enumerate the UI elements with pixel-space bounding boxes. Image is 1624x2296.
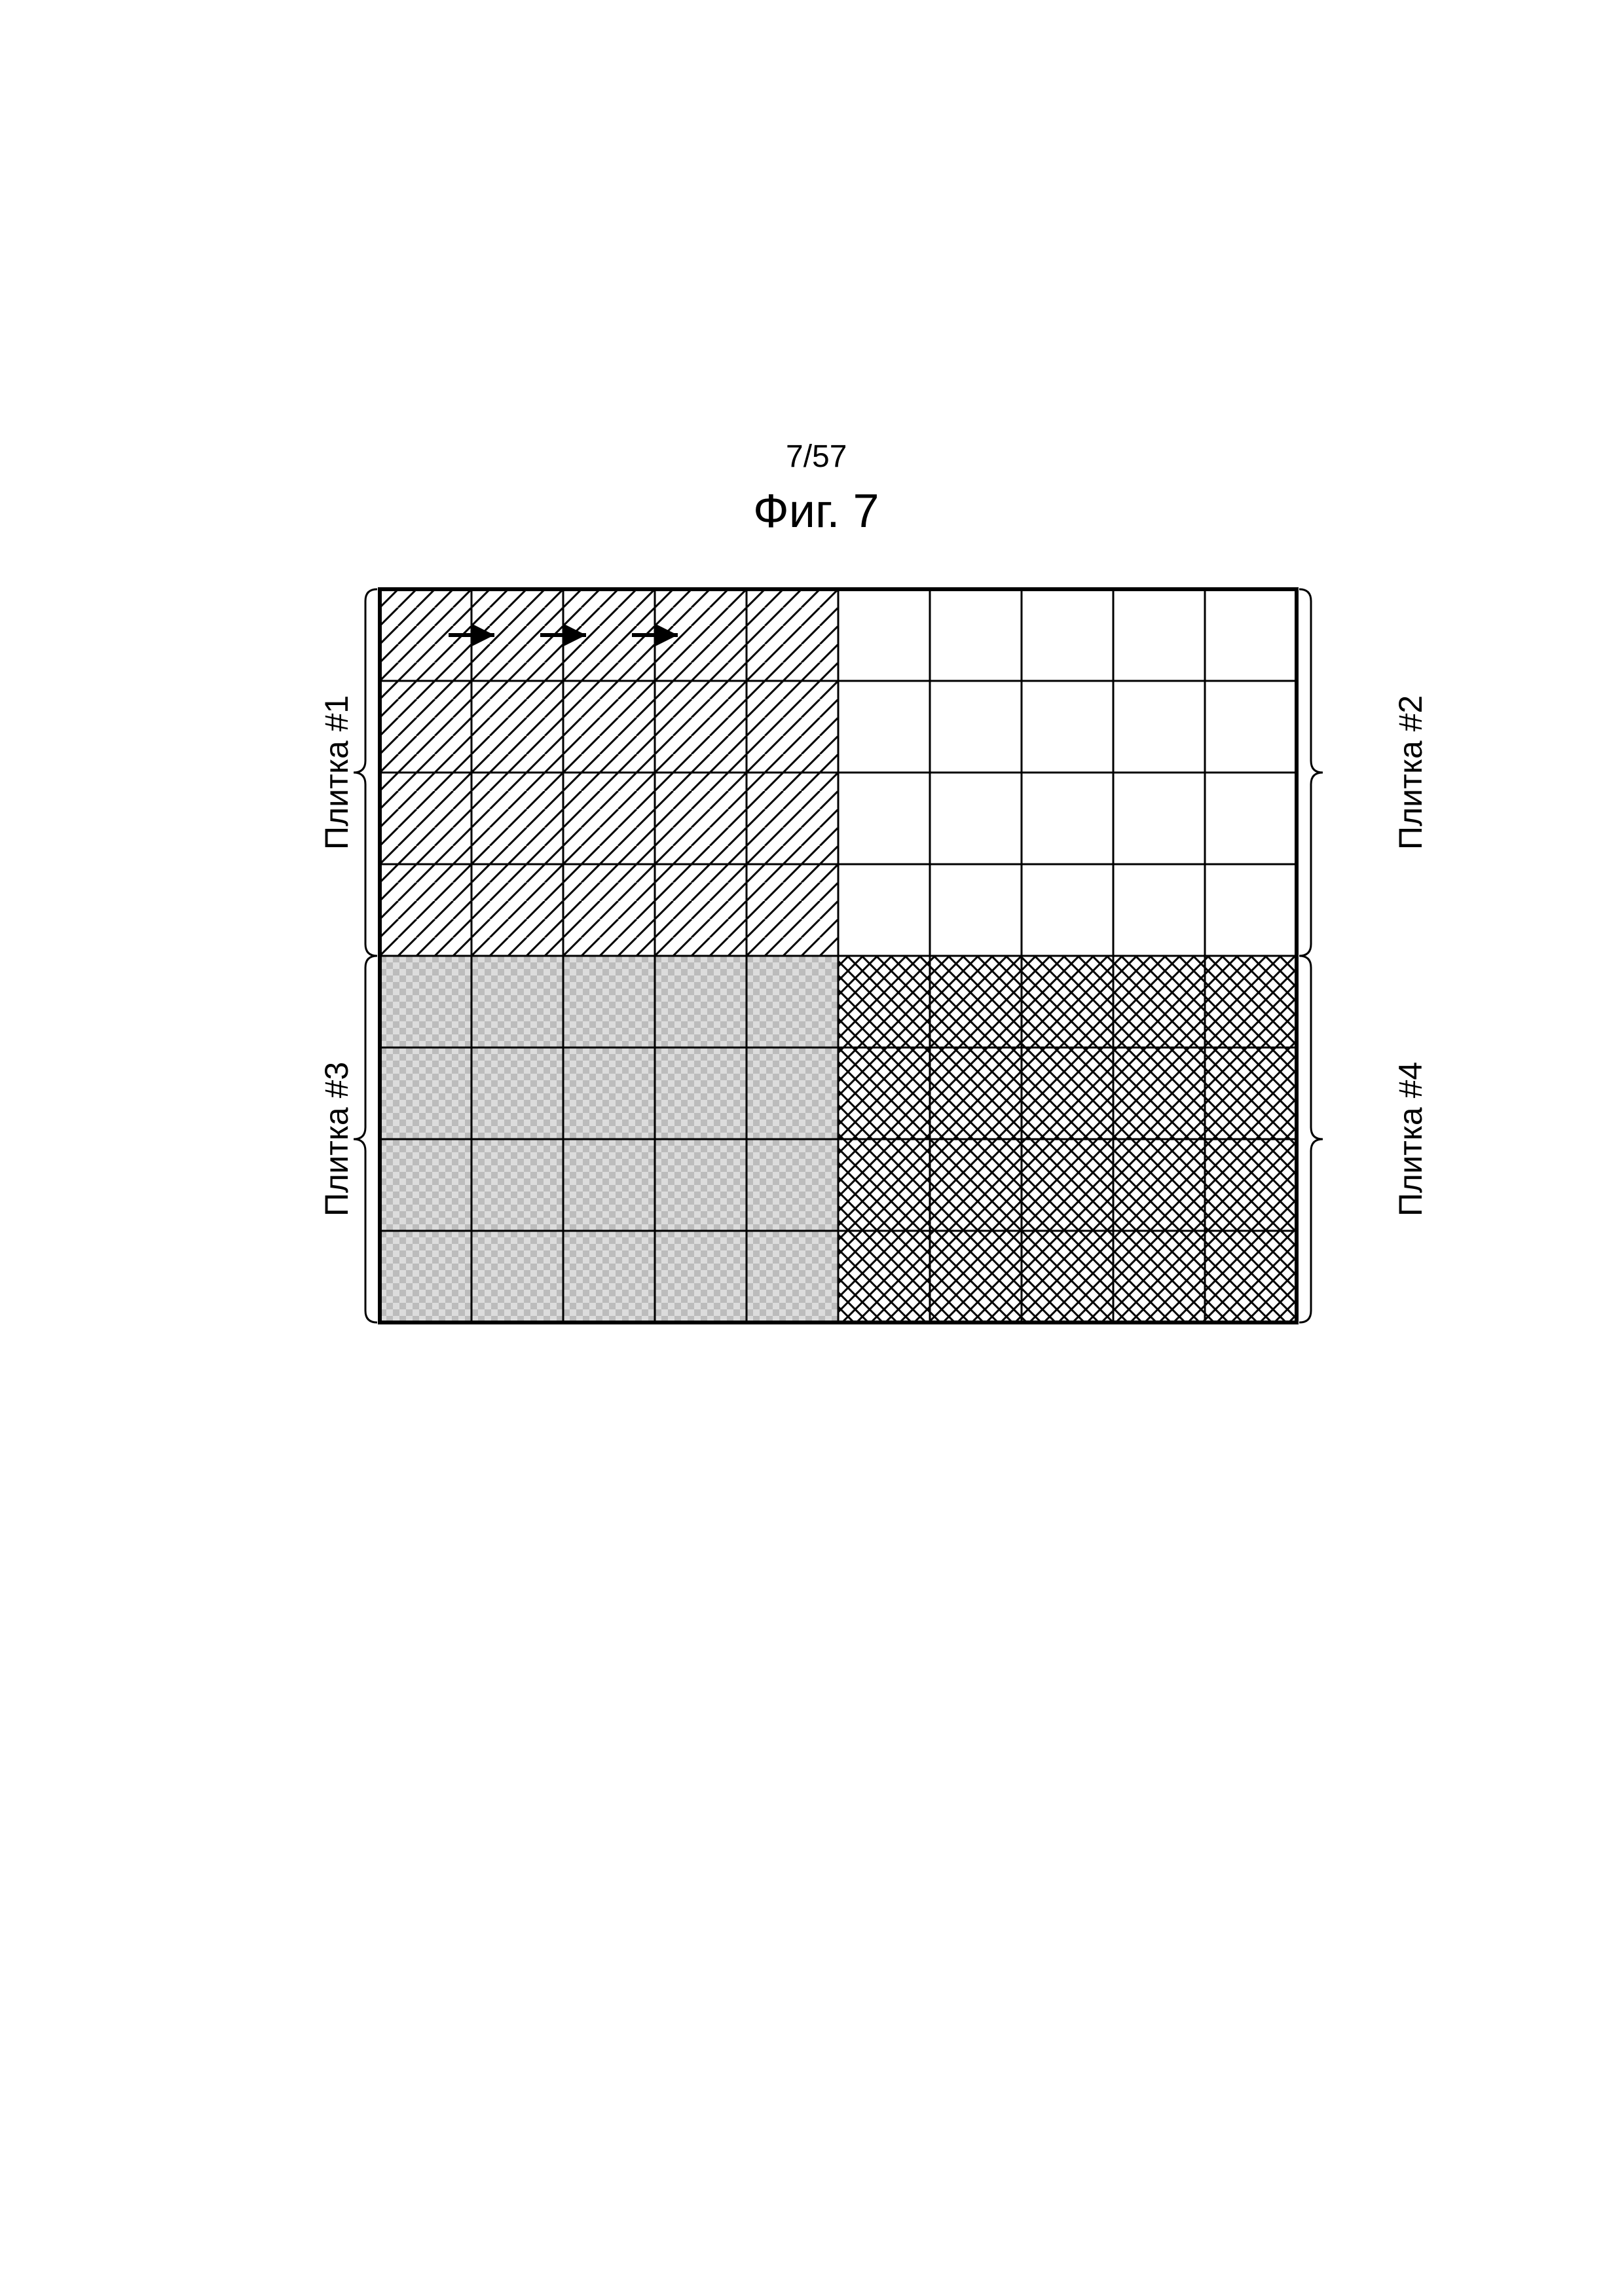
page-number: 7/57 xyxy=(786,439,847,475)
label-tile-3: Плитка #3 xyxy=(318,1062,356,1216)
label-tile-1: Плитка #1 xyxy=(318,695,356,850)
label-tile-4: Плитка #4 xyxy=(1392,1062,1430,1216)
tile-diagram xyxy=(301,511,1375,1401)
label-tile-2: Плитка #2 xyxy=(1392,695,1430,850)
